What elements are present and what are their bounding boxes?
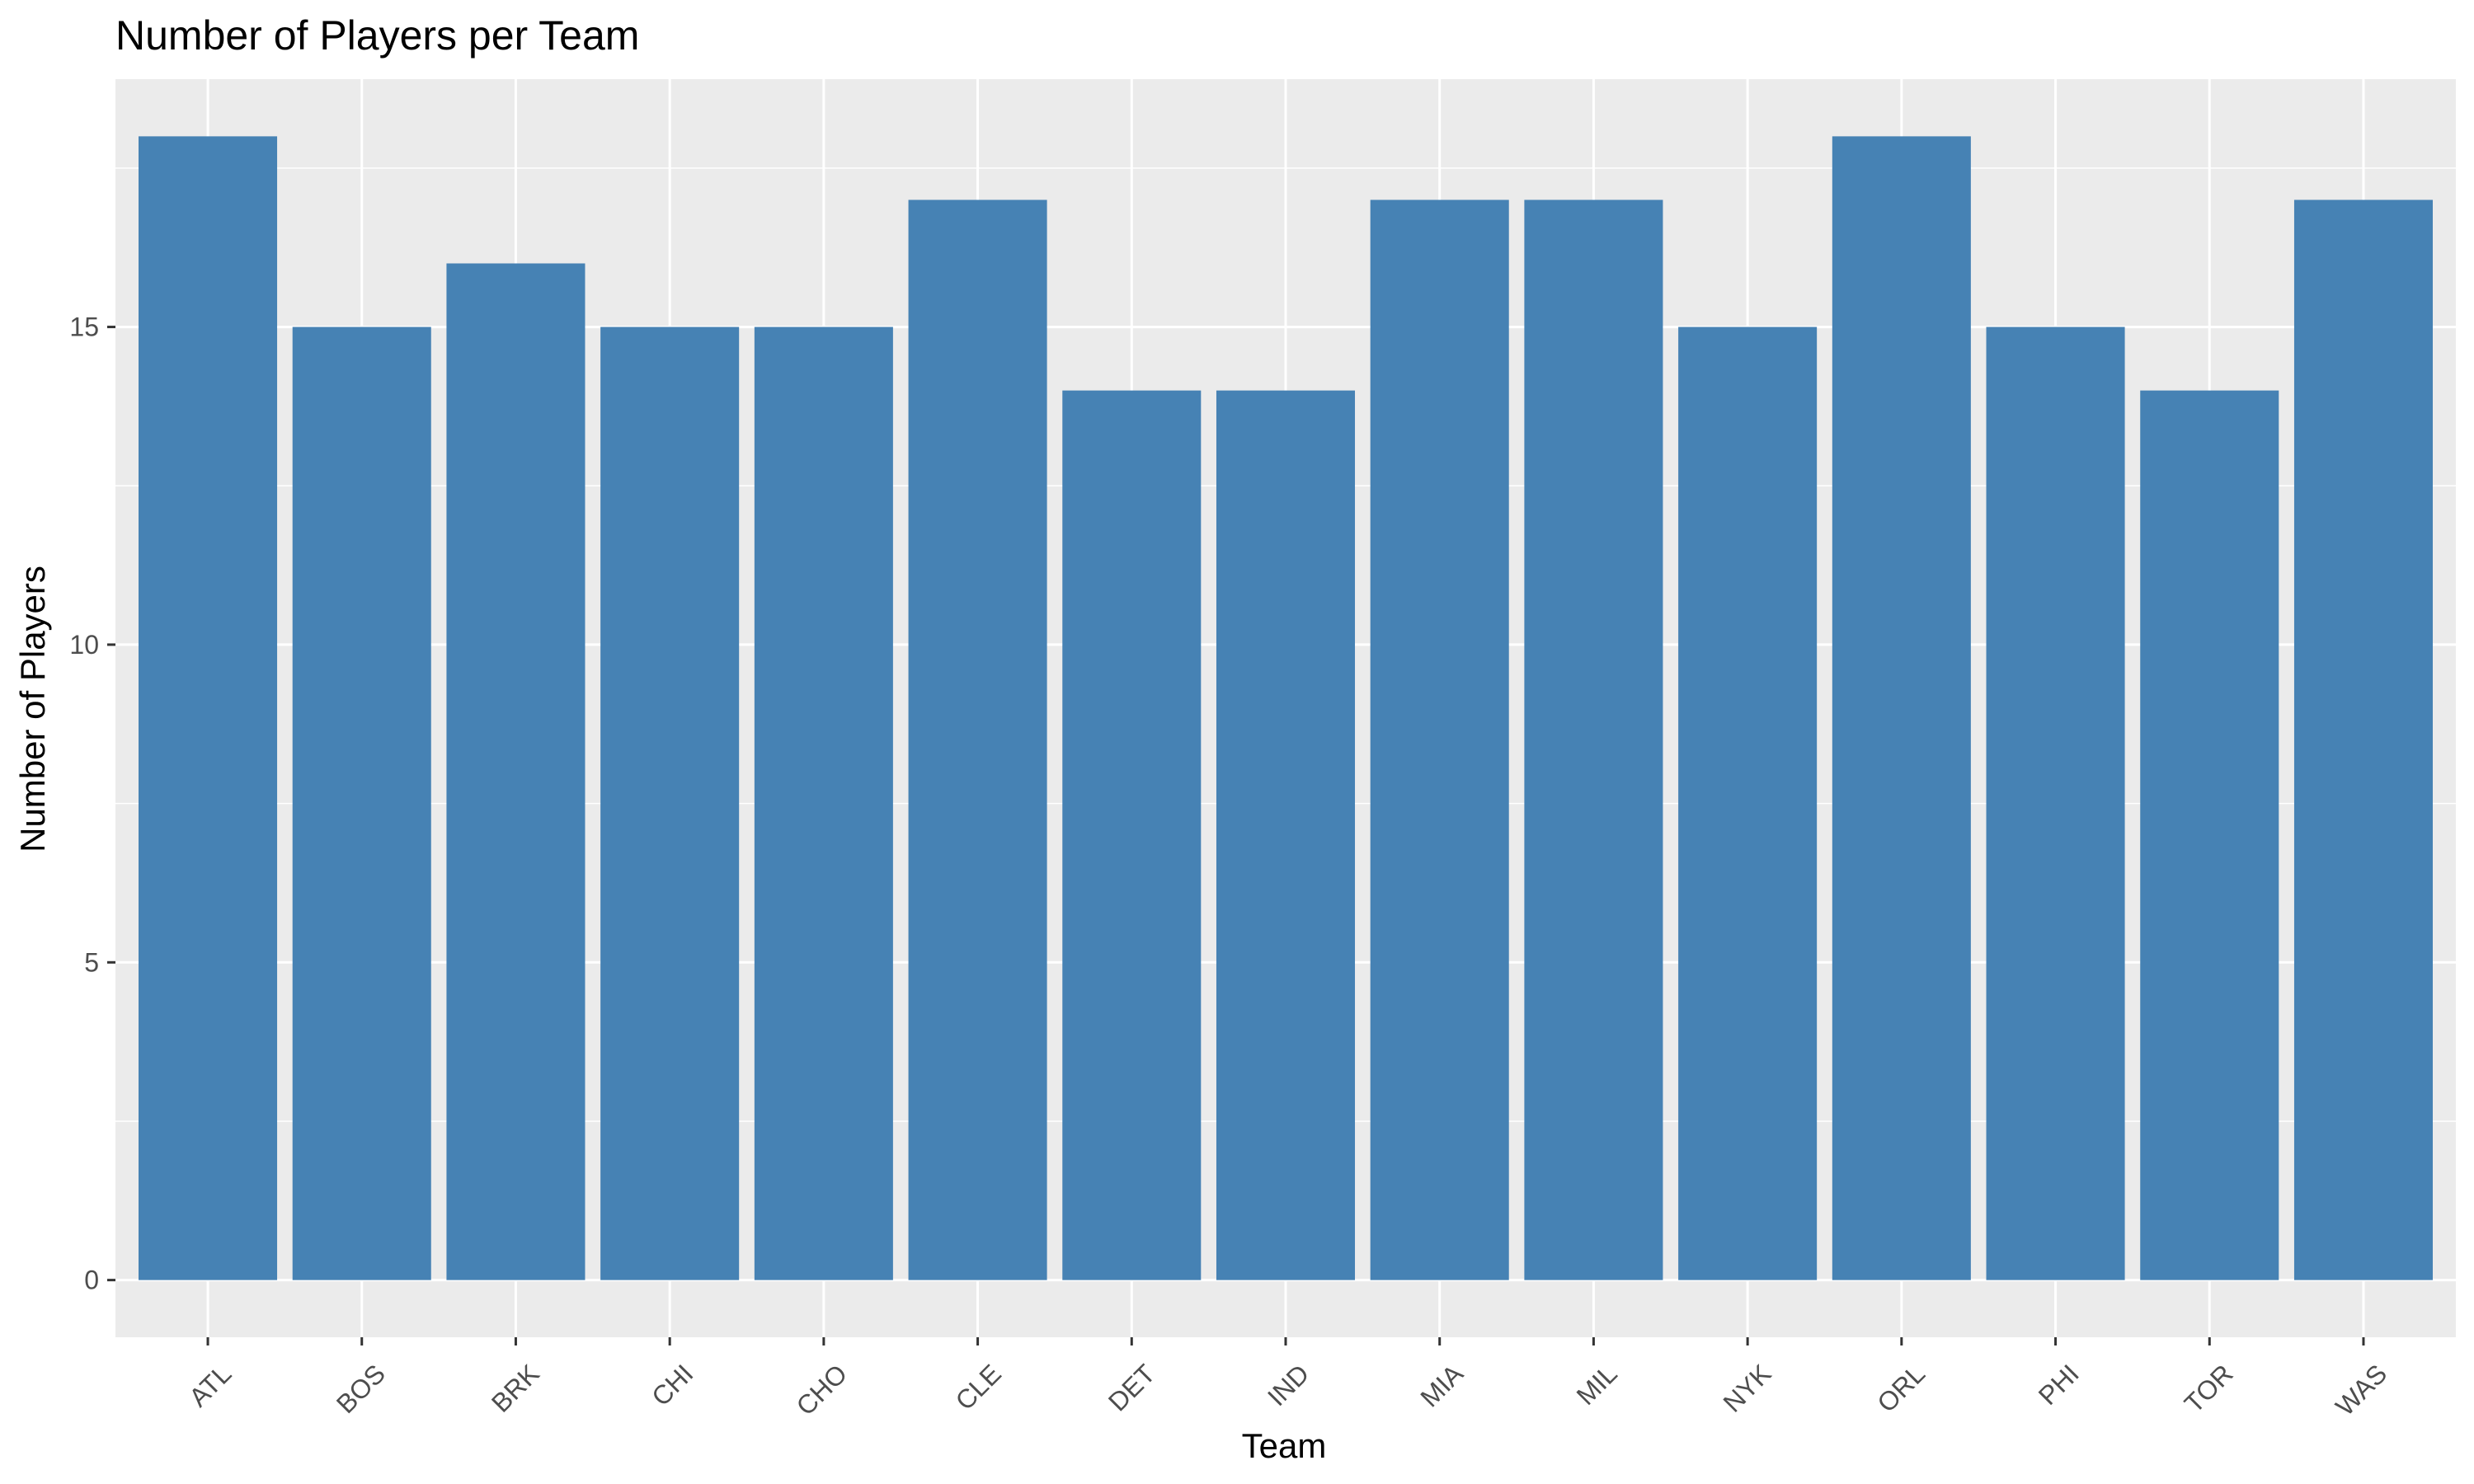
bars — [139, 136, 2433, 1280]
y-axis: 0 5 10 15 — [69, 312, 115, 1295]
y-tick-label: 5 — [84, 947, 99, 977]
bar-cho — [754, 326, 893, 1280]
bar-ind — [1216, 390, 1356, 1280]
bar-atl — [139, 136, 278, 1280]
x-axis-title: Team — [1242, 1426, 1327, 1465]
y-tick-label: 15 — [69, 312, 99, 342]
bar-orl — [1832, 136, 1971, 1280]
bar-cle — [908, 200, 1047, 1280]
chart-title: Number of Players per Team — [115, 12, 639, 59]
bar-phi — [1986, 326, 2125, 1280]
y-tick-label: 10 — [69, 630, 99, 660]
y-axis-title: Number of Players — [13, 566, 52, 852]
bar-was — [2293, 200, 2433, 1280]
bar-tor — [2140, 390, 2279, 1280]
bar-nyk — [1678, 326, 1818, 1280]
bar-bos — [292, 326, 431, 1280]
bar-det — [1062, 390, 1202, 1280]
bar-mia — [1370, 200, 1509, 1280]
bar-brk — [446, 263, 586, 1280]
bar-mil — [1524, 200, 1663, 1280]
y-tick-label: 0 — [84, 1266, 99, 1295]
bar-chi — [600, 326, 740, 1280]
